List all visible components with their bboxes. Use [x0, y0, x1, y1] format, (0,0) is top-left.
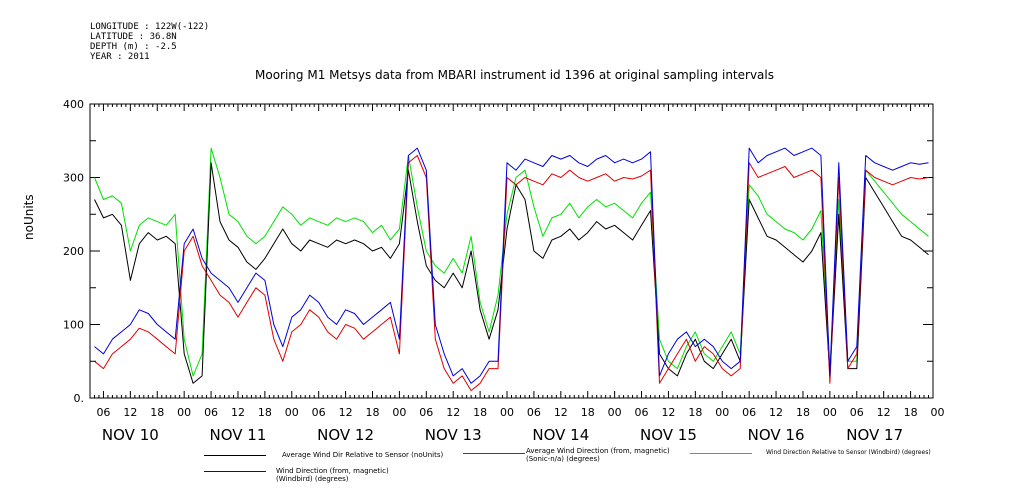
legend-swatch-green — [690, 453, 752, 454]
x-tick-label: 00 — [177, 406, 191, 419]
series-line-0 — [94, 162, 929, 384]
legend-label-0: Average Wind Dir Relative to Sensor (noU… — [282, 451, 444, 459]
y-axis-label: noUnits — [22, 194, 36, 240]
legend-label-2: Wind Direction Relative to Sensor (Windb… — [766, 449, 931, 456]
day-label: NOV 12 — [317, 426, 374, 444]
meta-depth: DEPTH (m) : -2.5 — [90, 42, 177, 52]
x-tick-label: 06 — [312, 406, 326, 419]
axis-labels: 0. 100 200 300 400 06 12 18 00 06 12 18 00 06 12 18 00 06… — [63, 98, 944, 444]
x-tick-label: 12 — [554, 406, 568, 419]
meta-longitude: LONGITUDE : 122W(-122) — [90, 22, 210, 32]
x-tick-label: 00 — [608, 406, 622, 419]
x-tick-label: 12 — [123, 406, 137, 419]
x-tick-label: 18 — [904, 406, 918, 419]
x-tick-label: 06 — [850, 406, 864, 419]
legend-swatch-black — [204, 455, 266, 456]
meta-latitude: LATITUDE : 36.8N — [90, 32, 177, 42]
x-tick-label: 18 — [581, 406, 595, 419]
x-tick-label: 12 — [769, 406, 783, 419]
x-tick-label: 00 — [930, 406, 944, 419]
x-tick-label: 06 — [742, 406, 756, 419]
y-tick-label: 200 — [63, 245, 84, 258]
series-layer — [94, 147, 929, 392]
axis-ticks — [89, 103, 934, 399]
x-tick-label: 18 — [258, 406, 272, 419]
day-label: NOV 16 — [748, 426, 805, 444]
x-tick-label: 18 — [365, 406, 379, 419]
x-tick-label: 00 — [715, 406, 729, 419]
y-tick-label: 300 — [63, 172, 84, 185]
meta-year: YEAR : 2011 — [90, 52, 150, 62]
x-tick-label: 00 — [392, 406, 406, 419]
x-tick-label: 12 — [339, 406, 353, 419]
series-line-2 — [94, 147, 929, 377]
x-tick-label: 06 — [96, 406, 110, 419]
legend-label-1: Average Wind Direction (from, magnetic) … — [526, 447, 670, 463]
legend-swatch-red — [463, 453, 525, 454]
legend-label-3: Wind Direction (from, magnetic) (Windbir… — [276, 467, 389, 483]
day-label: NOV 14 — [532, 426, 589, 444]
day-label: NOV 10 — [102, 426, 159, 444]
x-tick-label: 18 — [796, 406, 810, 419]
x-tick-label: 18 — [688, 406, 702, 419]
x-tick-label: 12 — [231, 406, 245, 419]
x-tick-label: 12 — [877, 406, 891, 419]
day-label: NOV 11 — [210, 426, 267, 444]
series-line-3 — [94, 147, 929, 384]
x-tick-label: 00 — [285, 406, 299, 419]
x-tick-label: 06 — [527, 406, 541, 419]
y-tick-label: 400 — [63, 98, 84, 111]
legend-swatch-blue — [204, 471, 266, 472]
plot-frame — [89, 103, 934, 399]
day-label: NOV 13 — [425, 426, 482, 444]
y-tick-label: 100 — [63, 319, 84, 332]
x-tick-label: 12 — [661, 406, 675, 419]
x-tick-label: 06 — [635, 406, 649, 419]
x-tick-label: 12 — [446, 406, 460, 419]
x-tick-label: 06 — [204, 406, 218, 419]
day-label: NOV 17 — [846, 426, 903, 444]
x-tick-label: 18 — [473, 406, 487, 419]
chart-title: Mooring M1 Metsys data from MBARI instru… — [255, 68, 774, 82]
x-tick-label: 06 — [419, 406, 433, 419]
x-tick-label: 00 — [823, 406, 837, 419]
x-tick-label: 00 — [500, 406, 514, 419]
series-line-1 — [94, 155, 929, 392]
day-label: NOV 15 — [640, 426, 697, 444]
y-tick-label: 0. — [74, 392, 85, 405]
x-tick-label: 18 — [150, 406, 164, 419]
